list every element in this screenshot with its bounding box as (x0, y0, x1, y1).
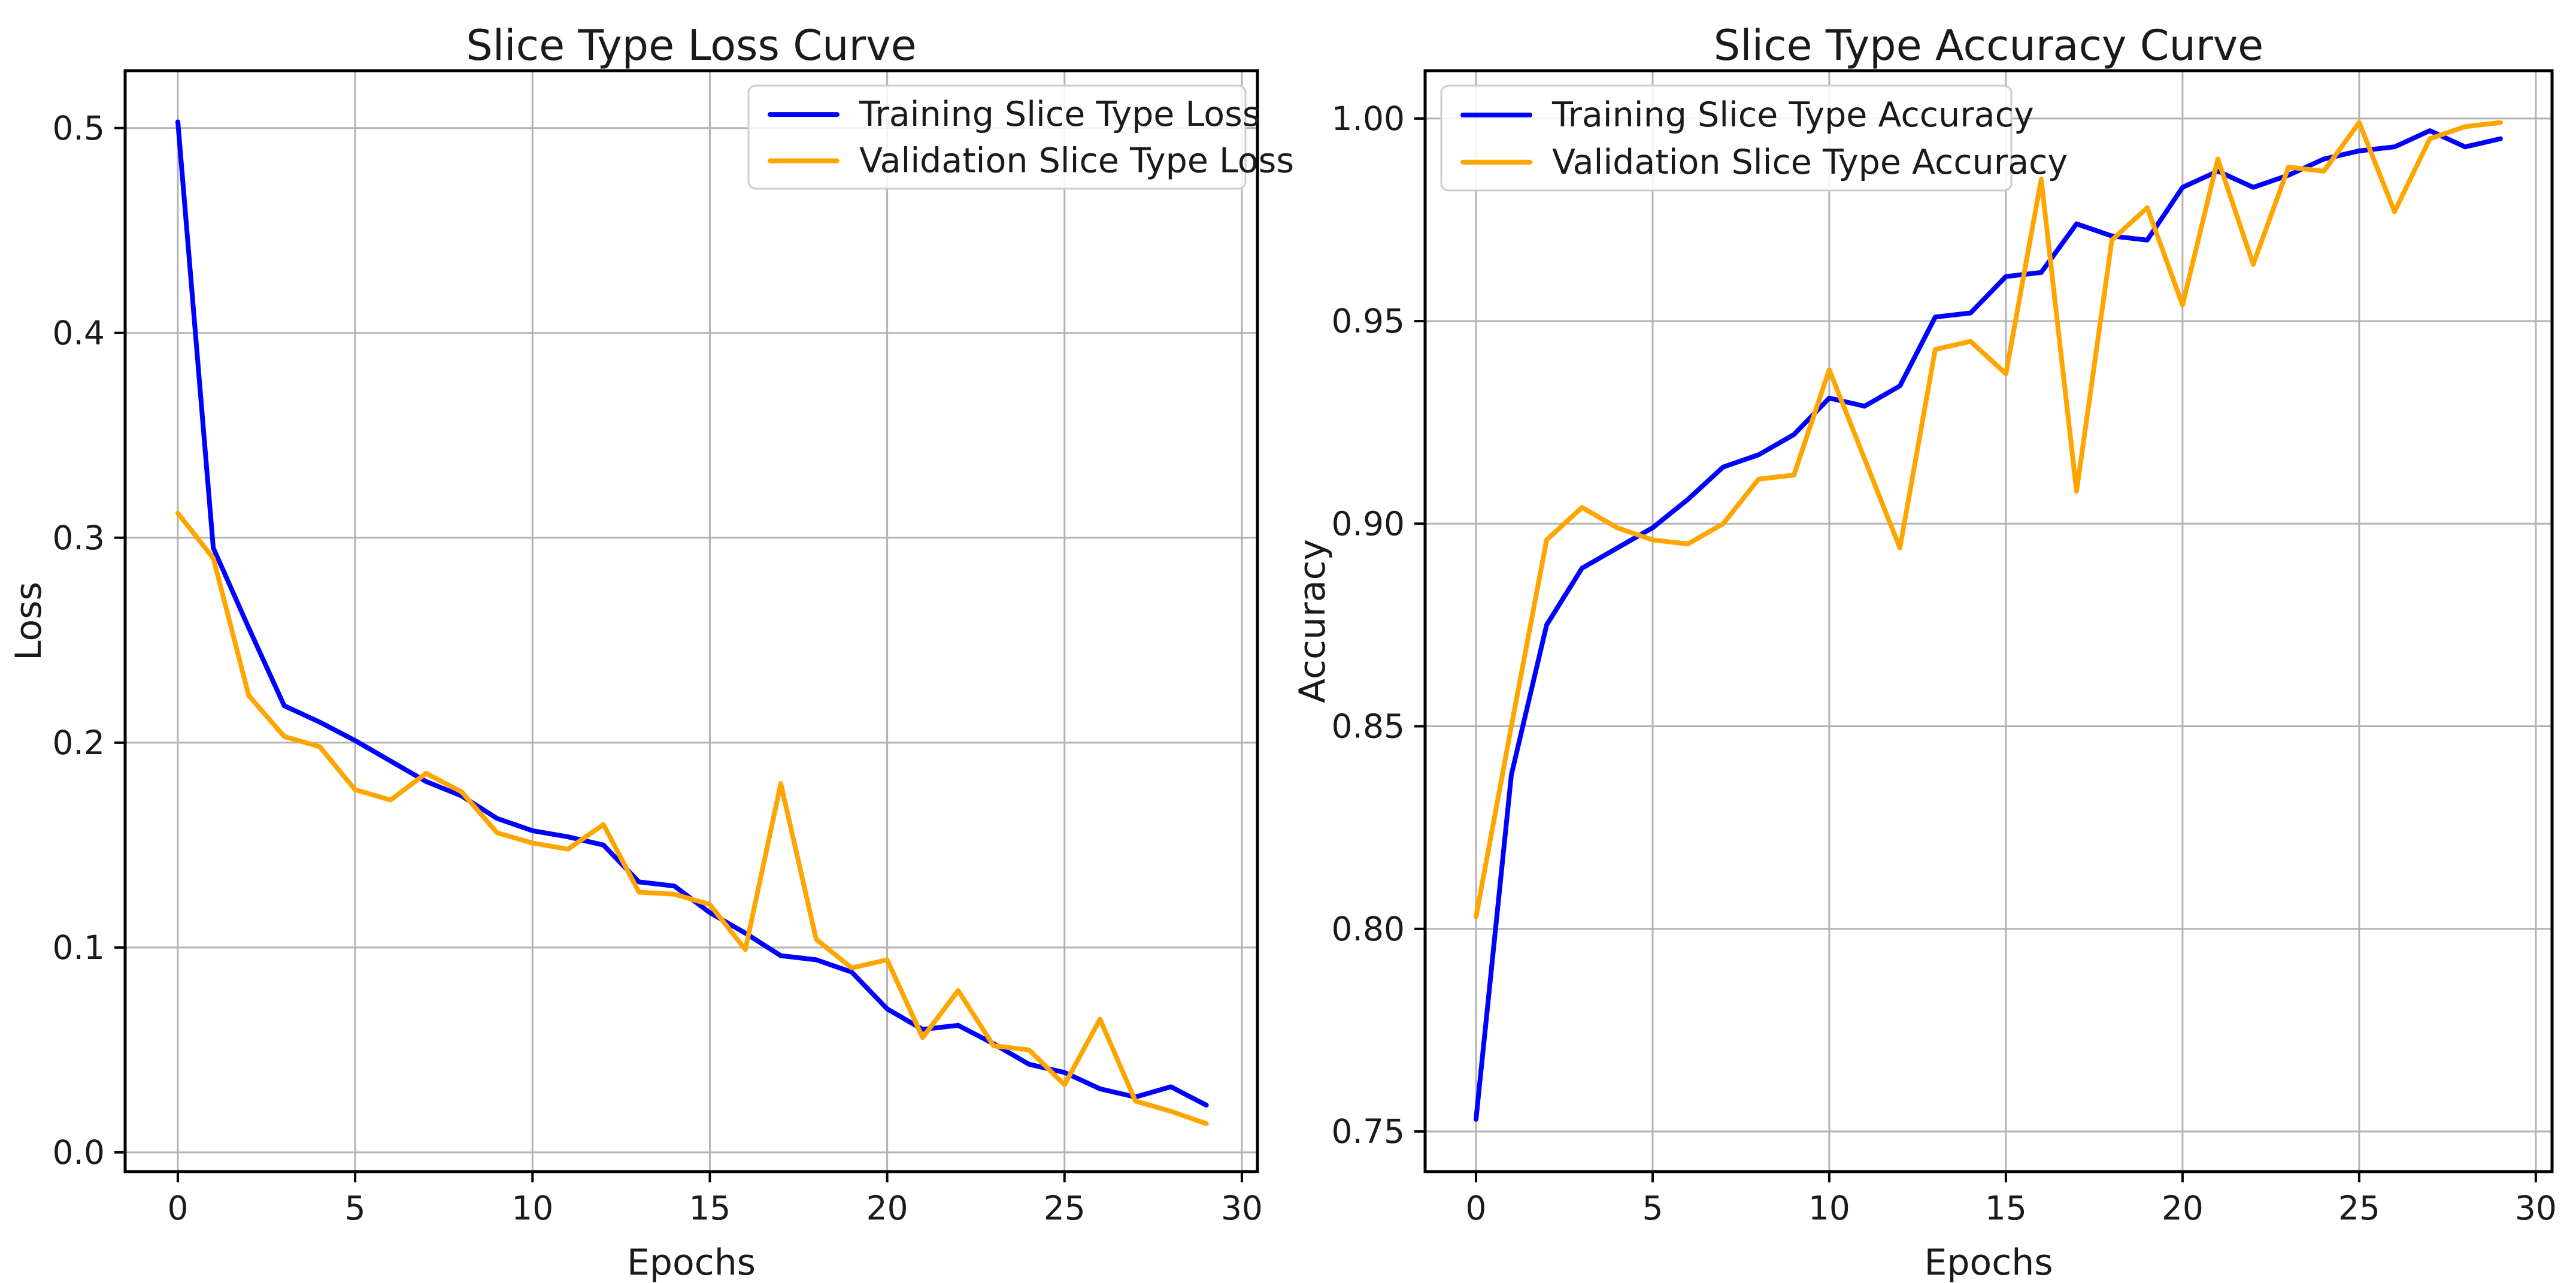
axes-spines (1423, 69, 2554, 1173)
series-line-validation (175, 510, 1209, 1126)
y-tick-label: 0.95 (1332, 302, 1405, 340)
y-axis-label: Accuracy (1292, 539, 1334, 703)
x-tick-label: 10 (1808, 1189, 1850, 1227)
legend-label: Training Slice Type Loss (859, 95, 1260, 134)
y-tick-label: 0.5 (53, 109, 105, 147)
x-tick-label: 25 (1044, 1189, 1086, 1227)
y-tick-label: 0.4 (53, 314, 105, 352)
x-tick-label: 30 (2515, 1189, 2557, 1227)
legend-label: Validation Slice Type Accuracy (1552, 143, 2068, 182)
x-tick-label: 5 (345, 1189, 366, 1227)
x-tick-label: 0 (167, 1189, 188, 1227)
x-tick-label: 20 (866, 1189, 908, 1227)
series-line-validation (1474, 120, 2503, 919)
y-tick-label: 0.85 (1332, 707, 1405, 746)
x-axis-label: Epochs (1925, 1242, 2053, 1283)
x-tick-label: 10 (511, 1189, 553, 1227)
x-axis-label: Epochs (627, 1242, 756, 1283)
x-tick-label: 25 (2338, 1189, 2380, 1227)
y-tick-label: 1.00 (1332, 99, 1405, 138)
x-tick-label: 30 (1221, 1189, 1263, 1227)
legend: Training Slice Type Loss Validation Slice… (747, 84, 1294, 190)
y-tick-label: 0.1 (53, 928, 105, 967)
y-axis-label: Loss (8, 582, 50, 661)
y-tick-label: 0.3 (53, 519, 105, 557)
series-line-training (175, 119, 1209, 1108)
y-tick-label: 0.75 (1332, 1112, 1405, 1151)
y-tick-label: 0.2 (53, 724, 105, 762)
x-tick-label: 15 (1985, 1189, 2027, 1227)
accuracy-chart: 0 5 10 15 20 25 30 0.75 0.80 0.85 0.90 0.95 1.00 Slic… (1292, 21, 2557, 1283)
legend: Training Slice Type Accuracy Validation S… (1440, 84, 2068, 192)
x-tick-label: 5 (1642, 1189, 1663, 1227)
legend-label: Training Slice Type Accuracy (1551, 95, 2034, 135)
legend-label: Validation Slice Type Loss (859, 141, 1294, 181)
y-tick-label: 0.0 (53, 1133, 105, 1172)
x-tick-label: 15 (689, 1189, 731, 1227)
y-tick-label: 0.80 (1332, 910, 1405, 948)
series-line-training (1474, 128, 2503, 1122)
y-tick-label: 0.90 (1332, 504, 1405, 543)
x-tick-label: 0 (1465, 1189, 1486, 1227)
axes-spines (123, 69, 1259, 1173)
x-tick-label: 20 (2162, 1189, 2204, 1227)
loss-chart: 0 5 10 15 20 25 30 0.0 0.1 0.2 0.3 0.4 0.5 Slice Type… (8, 21, 1294, 1283)
legend-box (1440, 84, 2013, 192)
chart-title: Slice Type Loss Curve (466, 21, 916, 70)
legend-box (747, 84, 1247, 190)
chart-title: Slice Type Accuracy Curve (1714, 21, 2264, 70)
